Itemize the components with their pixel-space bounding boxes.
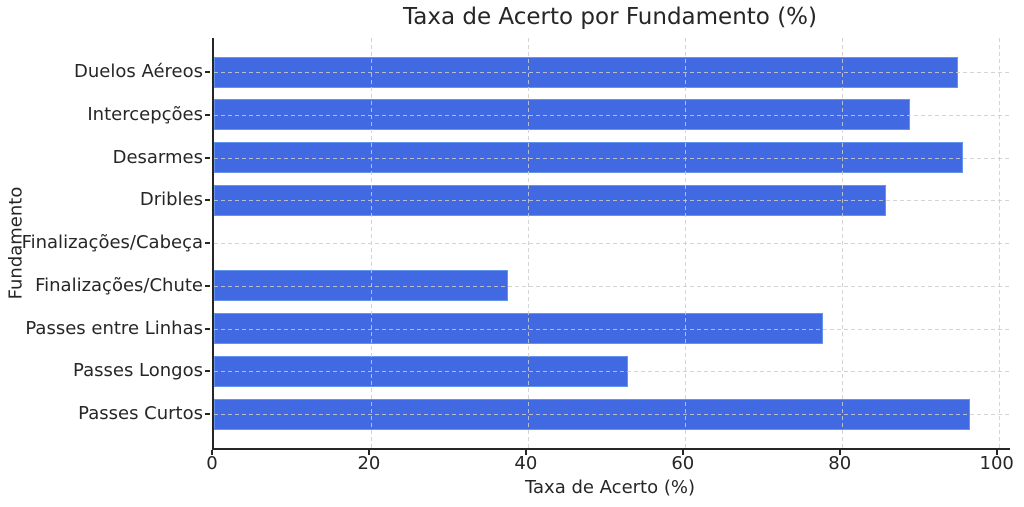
y-tick-mark (205, 327, 210, 330)
x-tick-mark (838, 450, 841, 455)
x-tick-label: 80 (828, 453, 852, 474)
bar-6 (214, 270, 509, 301)
y-gridline (214, 158, 1010, 159)
y-gridline (214, 329, 1010, 330)
y-tick-label: Passes Curtos (78, 403, 203, 424)
y-tick-mark (205, 71, 210, 73)
y-tick-label: Dribles (139, 189, 203, 211)
x-axis-label: Taxa de Acerto (%) (525, 477, 695, 498)
y-tick-mark (205, 242, 210, 244)
x-tick-mark (995, 450, 998, 455)
y-gridline (214, 115, 1010, 116)
y-tick-mark (205, 113, 210, 116)
y-tick-mark (205, 284, 210, 287)
y-gridline (214, 243, 1010, 244)
y-tick-mark (205, 370, 210, 373)
y-gridline (214, 286, 1010, 287)
x-tick-label: 20 (357, 453, 381, 474)
x-tick-mark (681, 450, 684, 455)
y-tick-mark (205, 156, 210, 159)
y-gridline (214, 371, 1010, 372)
y-tick-label: Duelos Aéreos (74, 61, 203, 82)
y-tick-label: Desarmes (112, 146, 203, 168)
y-gridline (214, 72, 1010, 73)
y-tick-label: Finalizações/Cabeça (21, 232, 203, 253)
y-gridline (214, 414, 1010, 415)
bar-2 (214, 99, 911, 130)
plot-area (212, 38, 1010, 450)
x-tick-label: 0 (206, 453, 218, 474)
y-tick-mark (205, 199, 210, 202)
x-tick-label: 40 (514, 453, 538, 474)
y-tick-label: Passes Longos (73, 360, 203, 382)
chart-title: Taxa de Acerto por Fundamento (%) (403, 4, 817, 30)
bar-7 (214, 313, 823, 344)
y-gridline (214, 200, 1010, 201)
bar-3 (214, 142, 963, 173)
x-tick-mark (211, 450, 213, 455)
y-tick-label: Intercepções (87, 103, 203, 125)
x-tick-label: 100 (979, 453, 1014, 474)
x-tick-label: 60 (671, 453, 695, 474)
y-tick-mark (205, 413, 210, 415)
x-tick-mark (367, 450, 370, 455)
x-tick-mark (524, 450, 527, 455)
y-tick-label: Finalizações/Chute (35, 274, 203, 296)
y-tick-label: Passes entre Linhas (25, 317, 203, 339)
